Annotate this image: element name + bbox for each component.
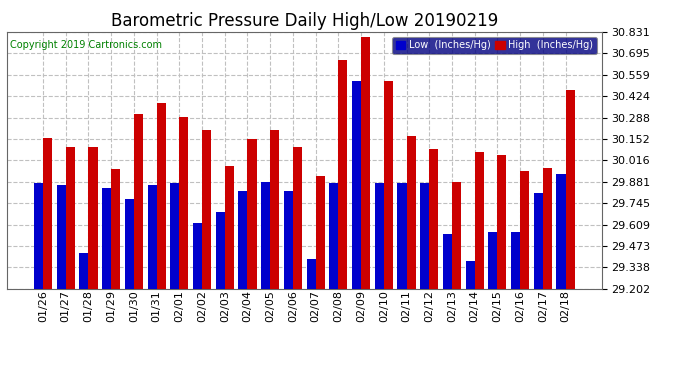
Bar [284,191,293,289]
Bar [57,185,66,289]
Bar [497,155,506,289]
Bar [543,168,552,289]
Bar [306,259,315,289]
Bar [452,182,461,289]
Bar [270,130,279,289]
Bar [111,169,120,289]
Bar [193,223,202,289]
Bar [315,176,325,289]
Title: Barometric Pressure Daily High/Low 20190219: Barometric Pressure Daily High/Low 20190… [110,12,498,30]
Legend: Low  (Inches/Hg), High  (Inches/Hg): Low (Inches/Hg), High (Inches/Hg) [392,37,597,54]
Bar [556,174,566,289]
Bar [293,147,302,289]
Bar [361,37,370,289]
Bar [148,185,157,289]
Bar [157,103,166,289]
Bar [420,183,429,289]
Bar [329,183,338,289]
Bar [352,81,361,289]
Bar [66,147,75,289]
Bar [466,261,475,289]
Bar [261,182,270,289]
Bar [202,130,211,289]
Bar [88,147,97,289]
Bar [125,199,134,289]
Bar [338,60,348,289]
Bar [384,81,393,289]
Bar [406,136,415,289]
Bar [489,232,497,289]
Bar [534,193,543,289]
Bar [170,183,179,289]
Bar [429,149,438,289]
Bar [248,139,257,289]
Bar [520,171,529,289]
Bar [443,234,452,289]
Bar [511,232,520,289]
Bar [397,183,406,289]
Bar [475,152,484,289]
Bar [79,253,88,289]
Text: Copyright 2019 Cartronics.com: Copyright 2019 Cartronics.com [10,40,162,50]
Bar [134,114,143,289]
Bar [225,166,234,289]
Bar [179,117,188,289]
Bar [34,183,43,289]
Bar [566,90,575,289]
Bar [102,188,111,289]
Bar [43,138,52,289]
Bar [216,212,225,289]
Bar [375,183,384,289]
Bar [239,191,248,289]
